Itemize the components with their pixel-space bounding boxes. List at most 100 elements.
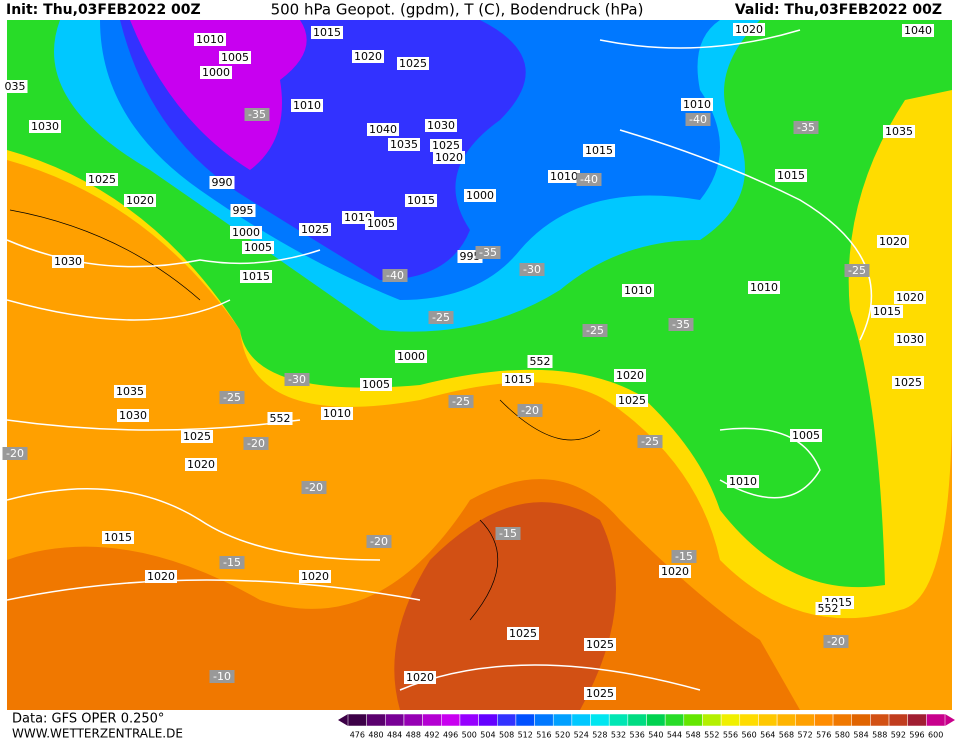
colorbar-label: 572 [797,731,812,740]
isobar-label-box [29,120,61,133]
isobar-label-box [871,305,903,318]
colorbar-label: 512 [518,731,533,740]
website: WWW.WETTERZENTRALE.DE [12,727,183,741]
temperature-label-box [209,670,235,683]
colorbar-swatch [515,713,535,727]
isobar-label-box [194,33,226,46]
colorbar-label: 504 [480,731,495,740]
isobar-label: 1020 [896,291,924,304]
colorbar-label: 600 [928,731,943,740]
isobar-label: 1000 [397,350,425,363]
isobar-label-box [219,51,251,64]
colorbar-label: 508 [499,731,514,740]
isobar-label-box [614,369,646,382]
isobar-label: 1020 [406,671,434,684]
isobar-label: 1035 [390,138,418,151]
height-label: 552 [530,355,551,368]
isobar-label: 1010 [624,284,652,297]
map-title: 500 hPa Geopot. (gpdm), T (C), Bodendruc… [271,1,644,19]
colorbar-label: 524 [574,731,589,740]
colorbar-swatch [608,713,629,727]
colorbar-label: 532 [611,731,626,740]
isobar-label-box [877,235,909,248]
isobar-label-box [681,98,713,111]
temperature-label-box [243,437,269,450]
isobar-label: 1005 [244,241,272,254]
isobar-label: 1000 [466,189,494,202]
temperature-label-box [475,246,501,259]
isobar-label-box [114,385,146,398]
isobar-label: 1020 [435,151,463,164]
isobar-label-box [464,189,496,202]
temperature-label-box [517,404,543,417]
colorbar-swatch [926,713,946,727]
isobar-label-box [321,407,353,420]
isobar-label: 1010 [196,33,224,46]
isobar-label: 1010 [550,170,578,183]
colorbar-label: 576 [816,731,831,740]
temperature-label: -25 [586,324,604,337]
temperature-label: -40 [580,173,598,186]
temperature-label-box [495,527,521,540]
isobar-label-box [404,671,436,684]
isobar-label: 1015 [873,305,901,318]
temperature-label-box [244,108,270,121]
colorbar-label: 480 [368,731,383,740]
isobar-label: 1005 [792,429,820,442]
isobar-label: 1020 [301,570,329,583]
colorbar-swatch [664,713,685,727]
temperature-label: -25 [223,391,241,404]
isobar-label-box [584,687,616,700]
colorbar-label: 552 [704,731,719,740]
isobar-label-box [86,173,118,186]
coastlines [9,209,601,621]
colorbar-label: 484 [387,731,402,740]
temperature-label: -30 [523,263,541,276]
isobar-label: 990 [212,176,233,189]
isobar-label-box [733,23,765,36]
colorbar-swatch [739,713,759,727]
colorbar-swatch [720,713,741,727]
isobar-label: 1020 [616,369,644,382]
colorbar-label: 492 [424,731,439,740]
colorbar-label: 596 [909,731,924,740]
temperature-label: -30 [288,373,306,386]
isobar-label: 1005 [367,217,395,230]
colorbar-label: 536 [630,731,645,740]
isobar-label: 1015 [777,169,805,182]
isobar-label-box [299,223,331,236]
temperature-label-box [301,481,327,494]
temperature-label-box [519,263,545,276]
field-purple [130,20,307,170]
temperature-label-box [284,373,310,386]
isobar-label-box [405,194,437,207]
colorbar-label: 496 [443,731,458,740]
temperature-label-box [685,113,711,126]
isobar-label-box [200,66,232,79]
temperature-label: -25 [452,395,470,408]
colorbar-label: 568 [779,731,794,740]
isobar-label: 1025 [432,139,460,152]
isobar-label-box [584,638,616,651]
temperature-label: -20 [827,635,845,648]
isobar-label: 1015 [585,144,613,157]
isobar-label-box [583,144,615,157]
temperature-label-box [823,635,849,648]
isobar-label-box [622,284,654,297]
colorbar-swatch [385,713,405,727]
colorbar-arrow-right [945,714,955,726]
isobar-label: 1005 [221,51,249,64]
height-label-box [527,355,553,368]
isobar-label: 995 [233,204,254,217]
temperature-label-box [668,318,694,331]
isobar-label: 1020 [661,565,689,578]
colorbar-label: 584 [853,731,868,740]
isobar-label: 1020 [735,23,763,36]
isobar-label-box [894,291,926,304]
isobar-label-box [548,170,580,183]
isobar-label: 1025 [183,430,211,443]
isobar-label-box [181,430,213,443]
isobar-label-box [727,475,759,488]
